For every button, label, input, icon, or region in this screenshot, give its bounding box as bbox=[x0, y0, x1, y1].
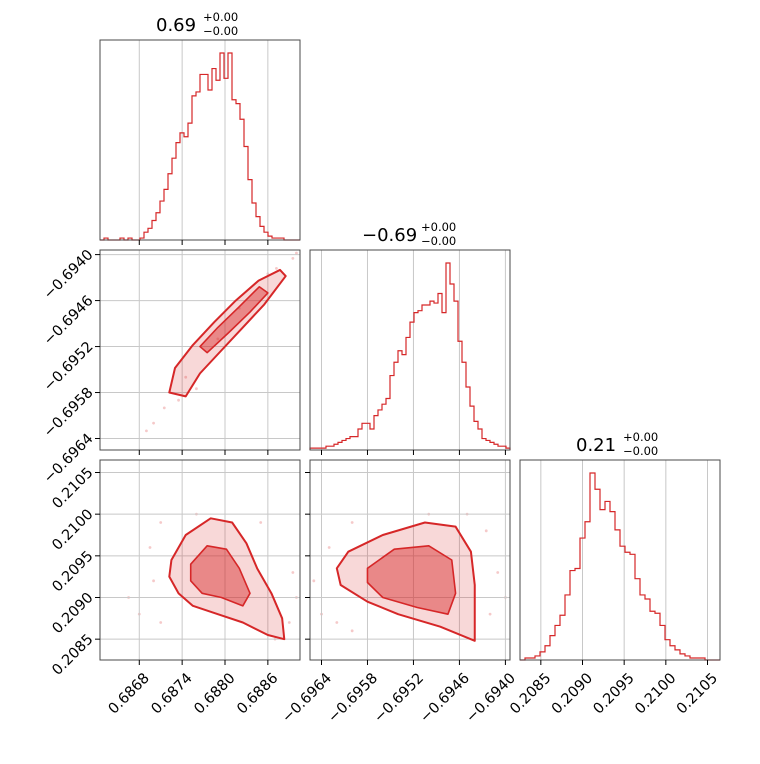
title-plus-1: +0.00 bbox=[421, 220, 456, 234]
xtick-label-0-0: 0.6868 bbox=[106, 670, 153, 717]
scatter-point-1-2-6 bbox=[496, 571, 500, 574]
contour-inner-0-1 bbox=[199, 285, 269, 354]
contour-outer-0-2 bbox=[168, 517, 286, 641]
scatter-point-0-1-6 bbox=[291, 257, 295, 260]
scatter-point-0-2-6 bbox=[291, 571, 295, 574]
scatter-point-1-2-7 bbox=[484, 529, 488, 533]
scatter-point-0-2-2 bbox=[148, 546, 152, 549]
scatter-point-1-2-0 bbox=[312, 579, 316, 583]
xtick-label-1-4: −0.6940 bbox=[463, 670, 519, 726]
xtick-label-1-3: −0.6946 bbox=[417, 670, 473, 726]
scatter-point-0-1-0 bbox=[152, 421, 155, 425]
ytick-label-2-1: 0.2090 bbox=[49, 590, 96, 637]
histogram-0 bbox=[100, 52, 300, 241]
ytick-label-1-3: −0.6946 bbox=[41, 293, 97, 349]
title-1: −0.69 +0.00−0.00 bbox=[362, 220, 456, 248]
hist-2-frame bbox=[519, 459, 721, 661]
histogram-2 bbox=[520, 472, 720, 661]
scatter-point-1-2-9 bbox=[350, 629, 354, 633]
scatter-point-1-2-3 bbox=[350, 521, 354, 524]
title-plus-2: +0.00 bbox=[623, 430, 658, 444]
panel-0-2-frame bbox=[99, 459, 301, 661]
title-value-1: −0.69 bbox=[362, 225, 417, 246]
ytick-label-2-2: 0.2095 bbox=[49, 548, 96, 595]
ytick-label-1-4: −0.6940 bbox=[41, 247, 97, 303]
scatter-point-0-2-3 bbox=[152, 579, 155, 583]
ytick-label-2-3: 0.2100 bbox=[49, 507, 96, 554]
scatter-point-0-1-4 bbox=[195, 387, 198, 391]
scatter-point-1-2-4 bbox=[335, 621, 339, 624]
scatter-point-1-2-5 bbox=[488, 612, 492, 616]
xtick-label-0-1: 0.6874 bbox=[149, 670, 196, 717]
contour-inner-1-2 bbox=[366, 545, 457, 615]
xtick-label-2-2: 0.2095 bbox=[591, 670, 638, 717]
xtick-label-0-2: 0.6880 bbox=[191, 670, 238, 717]
contour-inner-0-2 bbox=[189, 545, 251, 607]
title-minus-0: −0.00 bbox=[203, 24, 238, 38]
xtick-label-2-4: 0.2105 bbox=[674, 670, 721, 717]
xtick-label-1-0: −0.6964 bbox=[279, 670, 335, 726]
xtick-label-1-1: −0.6958 bbox=[325, 670, 381, 726]
hist-1-frame bbox=[309, 249, 511, 451]
scatter-point-0-2-4 bbox=[159, 621, 163, 624]
scatter-point-0-1-7 bbox=[295, 251, 298, 255]
ytick-label-1-1: −0.6958 bbox=[41, 385, 97, 441]
title-minus-2: −0.00 bbox=[623, 444, 658, 458]
xtick-label-1-2: −0.6952 bbox=[371, 670, 427, 726]
scatter-point-0-1-5 bbox=[275, 266, 278, 270]
xtick-label-0-3: 0.6886 bbox=[234, 670, 281, 717]
panel-0-1-frame bbox=[99, 249, 301, 451]
histogram-1 bbox=[309, 262, 511, 450]
title-minus-1: −0.00 bbox=[421, 234, 456, 248]
panel-1-2-frame bbox=[309, 459, 511, 661]
scatter-point-0-1-2 bbox=[145, 429, 148, 433]
title-2: 0.21 +0.00−0.00 bbox=[576, 430, 658, 458]
scatter-point-0-2-11 bbox=[159, 521, 163, 524]
title-plus-0: +0.00 bbox=[203, 10, 238, 24]
ytick-label-1-2: −0.6952 bbox=[41, 339, 97, 395]
title-value-2: 0.21 bbox=[576, 435, 616, 456]
scatter-point-0-2-5 bbox=[287, 621, 291, 624]
scatter-point-1-2-2 bbox=[327, 546, 331, 549]
scatter-point-0-1-3 bbox=[177, 398, 180, 402]
ytick-label-2-0: 0.2085 bbox=[49, 632, 96, 679]
hist-0-frame bbox=[99, 39, 301, 241]
scatter-point-0-1-1 bbox=[162, 406, 166, 410]
title-0: 0.69 +0.00−0.00 bbox=[156, 10, 238, 38]
xtick-label-2-3: 0.2100 bbox=[632, 670, 679, 717]
scatter-point-0-1-11 bbox=[184, 375, 188, 379]
scatter-point-0-2-8 bbox=[259, 521, 263, 524]
title-value-0: 0.69 bbox=[156, 15, 196, 36]
xtick-label-2-1: 0.2090 bbox=[549, 670, 596, 717]
scatter-point-0-1-10 bbox=[216, 337, 220, 341]
